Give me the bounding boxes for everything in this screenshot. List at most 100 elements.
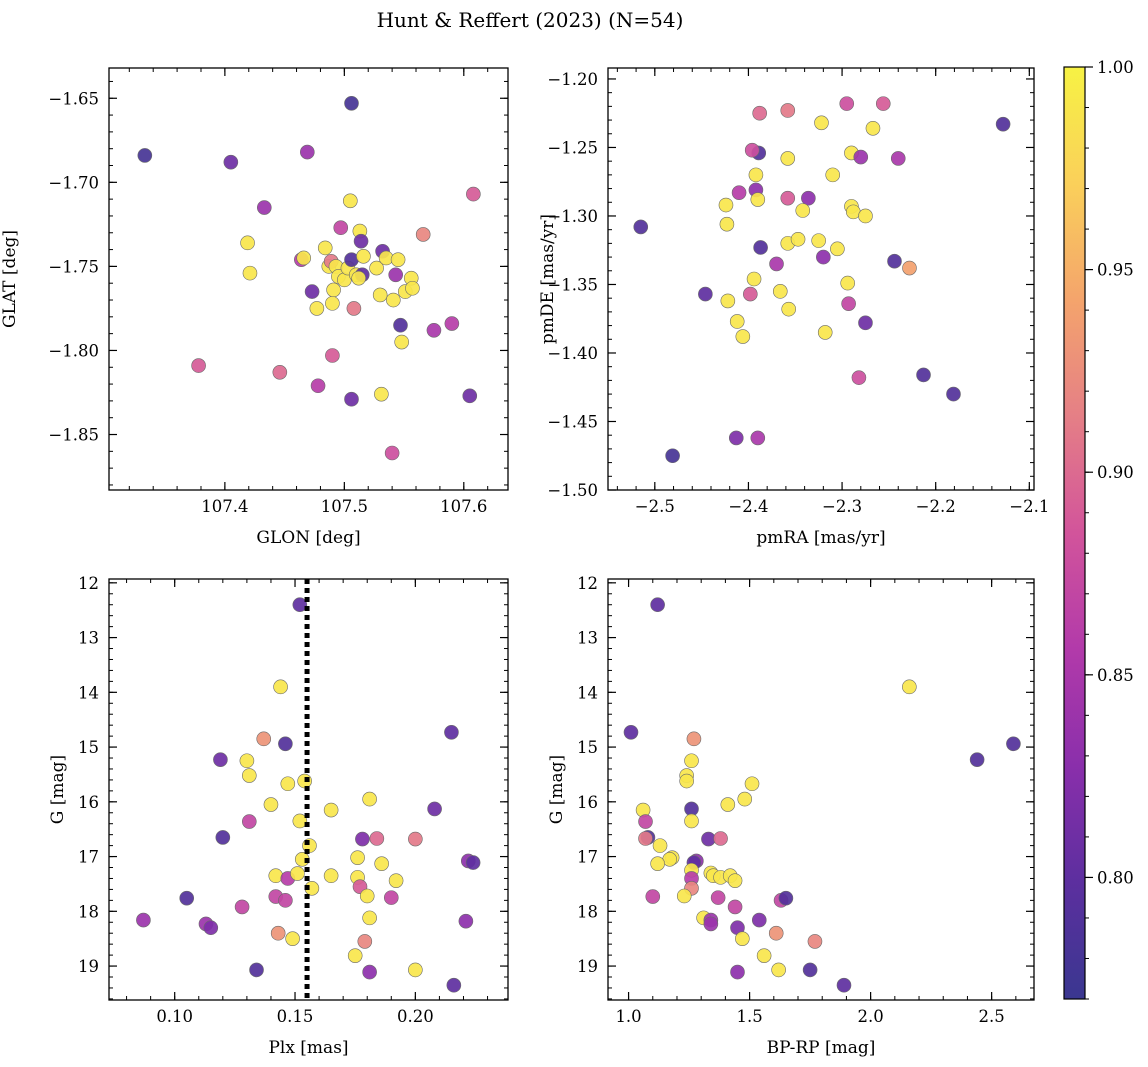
scatter-point (790, 231, 806, 247)
colorbar-tick-label: 0.90 (1097, 463, 1134, 482)
scatter-point (369, 831, 385, 846)
scatter-point (323, 802, 339, 818)
panel-3-ticks (109, 579, 508, 1000)
scatter-point (814, 115, 829, 131)
scatter-point (703, 916, 719, 932)
scatter-point (839, 96, 855, 111)
scatter-point (362, 910, 377, 926)
x-tick-label: 0.20 (397, 1007, 434, 1026)
y-tick-label: 12 (78, 574, 99, 593)
scatter-point (746, 271, 762, 287)
scatter-point (816, 249, 831, 265)
y-tick-label: −1.85 (48, 426, 99, 445)
scatter-point (727, 873, 743, 888)
scatter-point (887, 253, 902, 269)
scatter-point (268, 868, 284, 884)
y-tick-label: 14 (78, 683, 99, 702)
y-tick-label: 18 (78, 902, 99, 921)
scatter-point (771, 962, 786, 978)
scatter-point (191, 358, 206, 373)
scatter-point (317, 240, 333, 256)
scatter-point (309, 301, 325, 316)
scatter-point (780, 103, 796, 118)
scatter-point (427, 801, 442, 817)
scatter-point (769, 256, 784, 272)
y-tick-label: 18 (577, 902, 598, 921)
y-tick-label: 19 (577, 957, 598, 976)
scatter-point (719, 216, 735, 232)
scatter-point (310, 378, 326, 394)
scatter-point (1006, 736, 1021, 752)
panel-frame (108, 67, 509, 491)
scatter-point (444, 724, 459, 740)
x-tick-label: 0.15 (277, 1007, 314, 1026)
scatter-point (249, 962, 264, 978)
panel-4: 1.0 1.5 2.0 2.5 12 13 14 15 16 17 18 19 BP-RP [mag] G… (547, 574, 1035, 1058)
scatter-point (902, 260, 917, 276)
scatter-point (995, 116, 1011, 132)
scatter-point (383, 890, 399, 905)
x-tick-label: 107.4 (201, 497, 248, 516)
scatter-point (300, 144, 315, 160)
y-tick-label: 16 (78, 793, 99, 812)
y-tick-label: 12 (577, 574, 598, 593)
scatter-point (280, 776, 296, 792)
panel-2-ticks (608, 68, 1034, 491)
scatter-point (466, 186, 481, 202)
scatter-point (817, 325, 833, 340)
scatter-point (718, 197, 734, 213)
scatter-point (278, 893, 293, 908)
scatter-point (326, 282, 341, 298)
scatter-point (830, 241, 845, 257)
colorbar: 0.80 0.85 0.90 0.95 1.00 (1063, 58, 1134, 1000)
scatter-point (752, 105, 767, 121)
scatter-point (858, 315, 873, 331)
scatter-point (650, 597, 665, 613)
scatter-point (684, 753, 699, 769)
scatter-point (444, 316, 460, 331)
scatter-point (234, 899, 250, 915)
scatter-point (890, 151, 906, 166)
scatter-point (372, 287, 388, 303)
scatter-point (362, 791, 377, 807)
x-tick-label: 107.5 (321, 497, 368, 516)
scatter-point (676, 888, 692, 904)
colorbar-frame (1063, 66, 1086, 1000)
panel-4-ticks (608, 579, 1034, 1000)
y-tick-label: −1.30 (547, 207, 598, 226)
scatter-point (645, 889, 661, 904)
scatter-point (272, 365, 288, 380)
scatter-point (388, 873, 404, 888)
scatter-point (256, 731, 272, 747)
x-tick-label: −2.2 (916, 497, 956, 516)
scatter-point (875, 96, 891, 111)
scatter-point (801, 190, 816, 206)
scatter-point (744, 142, 760, 158)
scatter-point (865, 120, 881, 136)
scatter-point (969, 752, 985, 767)
scatter-point (650, 856, 665, 871)
scatter-point (756, 948, 772, 963)
panel-4-points (623, 597, 1021, 993)
scatter-point (405, 280, 420, 296)
scatter-point (347, 948, 363, 963)
y-axis-label: G [mag] (547, 755, 567, 824)
x-tick-label: 1.5 (736, 1007, 762, 1026)
scatter-point (273, 679, 288, 695)
scatter-point (840, 275, 855, 291)
panel-2-points (633, 96, 1011, 464)
scatter-point (446, 977, 462, 993)
x-tick-label: 107.6 (440, 497, 487, 516)
scatter-point (638, 814, 653, 829)
scatter-point (781, 301, 796, 317)
scatter-point (720, 797, 736, 812)
scatter-point (223, 154, 239, 170)
x-tick-label: −2.1 (1009, 497, 1049, 516)
scatter-point (408, 962, 423, 978)
figure-title: Hunt & Reffert (2023) (N=54) (377, 8, 684, 32)
scatter-point (355, 831, 370, 847)
scatter-point (731, 185, 747, 200)
scatter-point (727, 899, 743, 915)
scatter-point (136, 912, 151, 928)
scatter-point (623, 724, 639, 740)
